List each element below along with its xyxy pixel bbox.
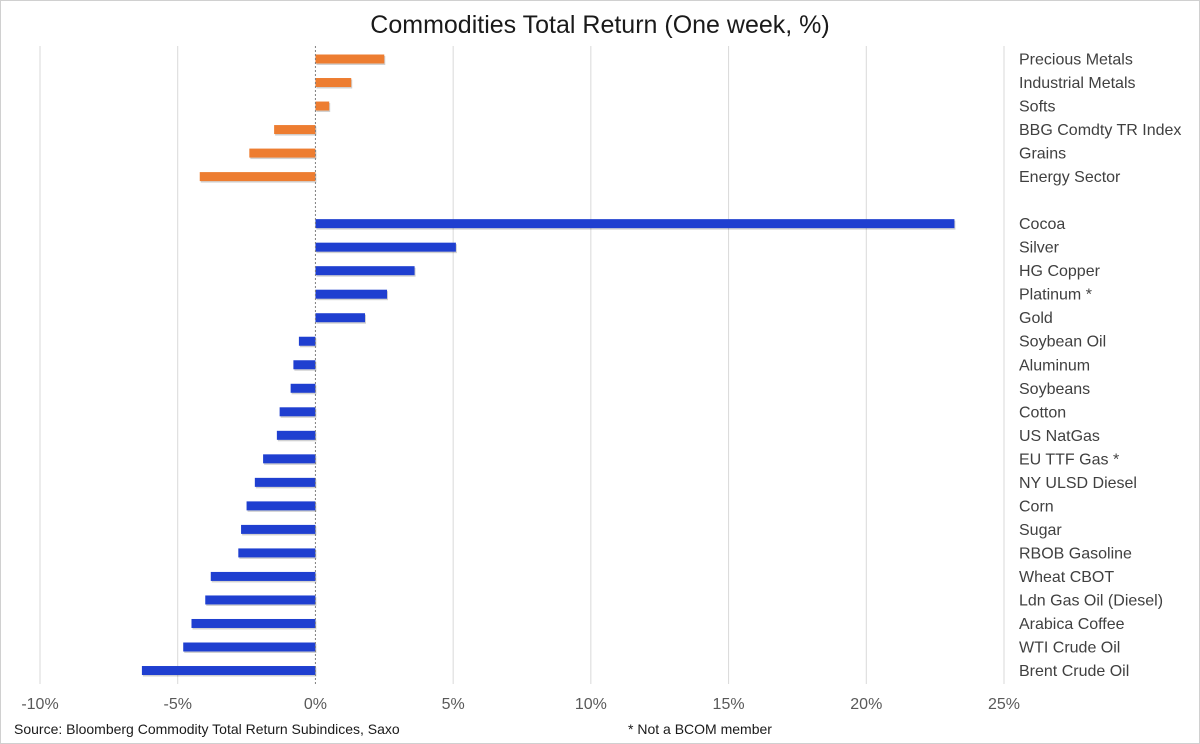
x-tick-label: 20% xyxy=(850,696,882,713)
bar-commodity xyxy=(315,219,955,229)
bar-commodity xyxy=(279,407,316,417)
category-label: HG Copper xyxy=(1019,263,1101,280)
category-label: Soybeans xyxy=(1019,381,1090,398)
bar-sector xyxy=(199,172,316,182)
category-label: Energy Sector xyxy=(1019,169,1121,186)
bar-commodity xyxy=(210,571,316,581)
bar-sector xyxy=(274,125,316,135)
x-tick-label: 5% xyxy=(442,696,465,713)
category-label: EU TTF Gas * xyxy=(1019,451,1119,468)
bar-commodity xyxy=(315,313,366,323)
category-label: Silver xyxy=(1019,240,1060,257)
category-label: US NatGas xyxy=(1019,428,1100,445)
category-label: BBG Comdty TR Index xyxy=(1019,122,1181,139)
bar-commodity xyxy=(315,289,388,299)
category-label: Arabica Coffee xyxy=(1019,616,1125,633)
bar-commodity xyxy=(238,548,316,558)
category-label: Precious Metals xyxy=(1019,52,1133,69)
category-label: WTI Crude Oil xyxy=(1019,640,1120,657)
x-tick-label: -5% xyxy=(163,696,191,713)
footnote: * Not a BCOM member xyxy=(628,721,772,737)
bar-commodity xyxy=(276,430,316,440)
bar-commodity xyxy=(293,360,316,370)
category-label: Softs xyxy=(1019,99,1055,116)
x-tick-label: 15% xyxy=(713,696,745,713)
bar-commodity xyxy=(254,477,316,487)
bar-commodity xyxy=(241,524,316,534)
category-labels: Precious Metals Industrial Metals Softs BBG… xyxy=(1019,52,1181,681)
category-label: Corn xyxy=(1019,498,1054,515)
category-label: Cotton xyxy=(1019,404,1066,421)
bar-sector xyxy=(315,78,352,88)
bar-commodity xyxy=(183,642,316,652)
category-label: Aluminum xyxy=(1019,357,1090,374)
bar-commodity xyxy=(205,595,316,605)
category-label: Cocoa xyxy=(1019,216,1065,233)
bar-commodity xyxy=(315,242,456,252)
bar-commodity xyxy=(191,618,316,628)
category-label: Soybean Oil xyxy=(1019,334,1106,351)
grid-lines xyxy=(39,46,1005,684)
bar-commodity xyxy=(315,266,415,276)
x-tick-label: 0% xyxy=(304,696,327,713)
category-label: RBOB Gasoline xyxy=(1019,545,1132,562)
category-label: Industrial Metals xyxy=(1019,75,1136,92)
bar-commodity xyxy=(141,666,316,676)
category-label: Gold xyxy=(1019,310,1053,327)
x-tick-label: 25% xyxy=(988,696,1020,713)
bars-group xyxy=(141,54,956,677)
bar-commodity xyxy=(246,501,316,511)
bar-sector xyxy=(315,54,385,64)
category-label: Sugar xyxy=(1019,522,1062,539)
bar-commodity xyxy=(290,383,316,393)
category-label: Platinum * xyxy=(1019,287,1092,304)
source-note: Source: Bloomberg Commodity Total Return… xyxy=(14,721,400,737)
x-tick-label: 10% xyxy=(575,696,607,713)
x-axis-ticks: -10% -5% 0% 5% 10% 15% 20% 25% xyxy=(21,696,1020,713)
category-label: Brent Crude Oil xyxy=(1019,663,1129,680)
category-label: Wheat CBOT xyxy=(1019,569,1114,586)
category-label: Grains xyxy=(1019,146,1066,163)
bar-sector xyxy=(249,148,316,158)
bar-commodity xyxy=(263,454,316,464)
category-label: Ldn Gas Oil (Diesel) xyxy=(1019,592,1163,609)
x-tick-label: -10% xyxy=(21,696,58,713)
bar-commodity xyxy=(298,336,316,346)
chart-title: Commodities Total Return (One week, %) xyxy=(370,11,829,39)
category-label: NY ULSD Diesel xyxy=(1019,475,1137,492)
bar-sector xyxy=(315,101,330,111)
